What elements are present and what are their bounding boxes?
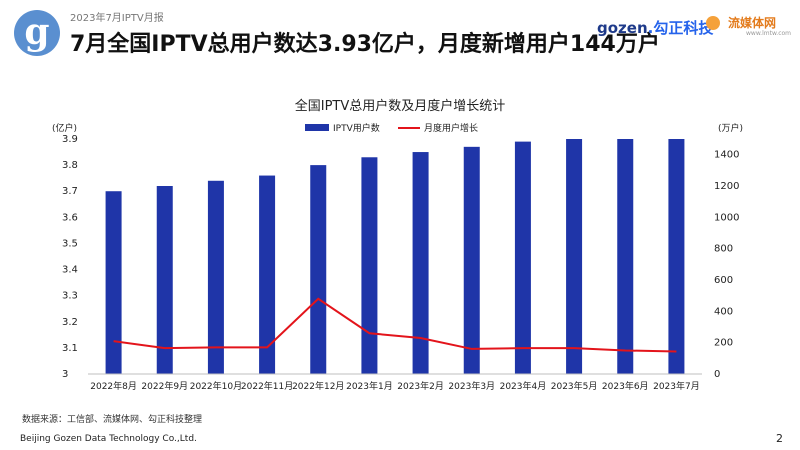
page-number: 2	[776, 432, 783, 445]
legend: IPTV用户数 月度用户增长	[305, 122, 478, 134]
left-axis-tick: 3.6	[62, 212, 78, 223]
x-axis-tick: 2023年5月	[551, 380, 598, 392]
x-axis-tick: 2023年6月	[602, 380, 649, 392]
bar-iptv-users	[105, 191, 122, 374]
legend-line-label: 月度用户增长	[424, 122, 478, 134]
gozen-brand-logo: gozen.勾正科技	[597, 19, 714, 37]
x-axis-tick: 2022年8月	[90, 380, 137, 392]
lmtw-logo-icon	[706, 16, 720, 30]
bar-iptv-users	[566, 139, 583, 374]
bar-iptv-users	[617, 139, 634, 374]
bar-iptv-users	[463, 146, 480, 374]
report-label: 2023年7月IPTV月报	[70, 13, 164, 24]
left-axis-tick: 3.3	[62, 291, 78, 302]
bar-iptv-users	[412, 152, 429, 374]
bar-iptv-users	[361, 157, 378, 374]
right-axis-tick: 800	[714, 244, 733, 255]
page-title: 7月全国IPTV总用户数达3.93亿户，月度新增用户144万户	[70, 32, 660, 57]
x-axis-tick: 2023年3月	[448, 380, 495, 392]
lmtw-brand-logo: 流媒体网 www.lmtw.com	[728, 16, 792, 37]
bar-iptv-users	[310, 165, 327, 374]
footer-company: Beijing Gozen Data Technology Co.,Ltd.	[20, 434, 197, 444]
left-axis-tick: 3.7	[62, 186, 78, 197]
right-axis-tick: 600	[714, 275, 733, 286]
data-source-note: 数据来源：工信部、流媒体网、勾正科技整理	[22, 415, 203, 425]
left-axis-tick: 3.1	[62, 343, 78, 354]
right-axis-tick: 1400	[714, 150, 739, 161]
x-axis-tick: 2022年10月	[190, 380, 242, 392]
left-axis-tick: 3.8	[62, 160, 78, 171]
x-axis-tick: 2022年12月	[292, 380, 344, 392]
right-axis-tick: 1200	[714, 181, 739, 192]
x-axis-tick: 2022年9月	[141, 380, 188, 392]
bar-iptv-users	[259, 175, 276, 374]
bar-iptv-users	[156, 186, 173, 374]
x-axis-tick: 2023年4月	[500, 380, 547, 392]
left-axis-unit: (亿户)	[52, 122, 77, 134]
bar-iptv-users	[207, 180, 224, 374]
left-axis-tick: 3.4	[62, 265, 78, 276]
left-axis-tick: 3.2	[62, 317, 78, 328]
legend-bar-swatch	[305, 124, 329, 131]
right-axis-tick: 1000	[714, 212, 739, 223]
chart-title: 全国IPTV总用户数及月度户增长统计	[295, 98, 506, 114]
legend-bar-label: IPTV用户数	[333, 122, 380, 134]
x-axis-tick: 2022年11月	[241, 380, 293, 392]
right-axis-tick: 200	[714, 338, 733, 349]
left-axis-tick: 3.5	[62, 238, 78, 249]
x-axis-tick: 2023年7月	[653, 380, 700, 392]
series-line-monthly-growth	[113, 297, 677, 353]
gozen-g-logo: g	[14, 10, 60, 56]
right-axis-tick: 0	[714, 369, 720, 380]
left-axis-tick: 3.9	[62, 134, 78, 145]
x-axis-tick: 2023年2月	[397, 380, 444, 392]
left-axis-tick: 3	[62, 369, 68, 380]
right-axis-tick: 400	[714, 306, 733, 317]
right-axis-unit: (万户)	[718, 122, 743, 134]
x-axis-tick: 2023年1月	[346, 380, 393, 392]
bar-iptv-users	[668, 139, 685, 374]
bar-iptv-users	[514, 141, 531, 374]
